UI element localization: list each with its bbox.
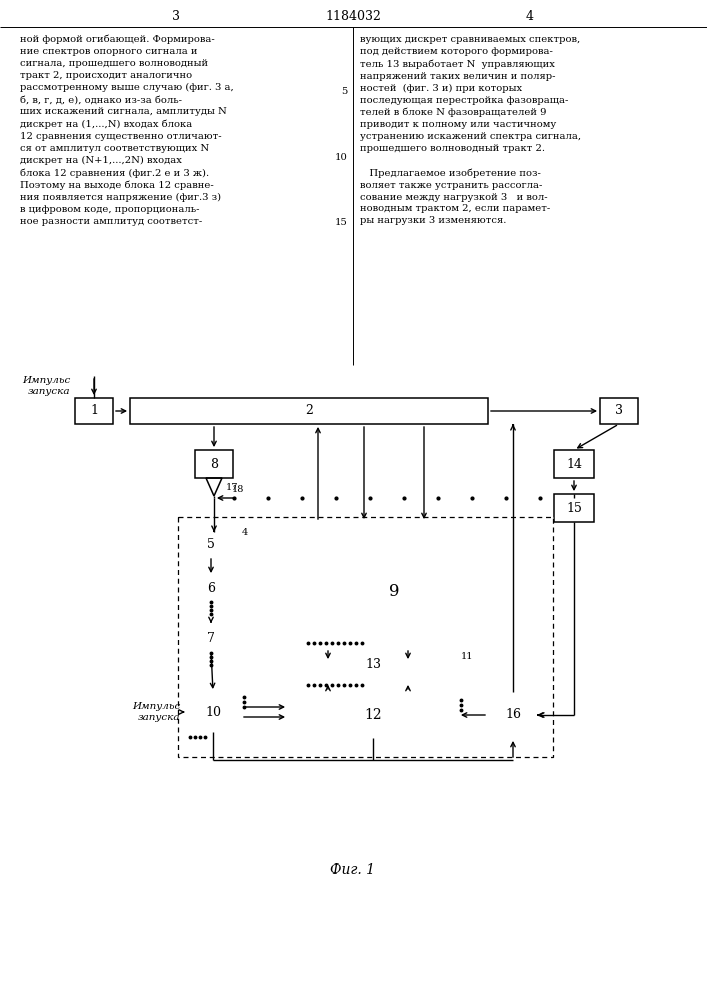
Bar	[195, 450, 233, 478]
Text: 4: 4	[526, 9, 534, 22]
Bar	[130, 398, 488, 424]
Text: 15: 15	[566, 502, 582, 514]
Bar	[554, 450, 594, 478]
Text: 3: 3	[172, 9, 180, 22]
Bar	[288, 692, 458, 738]
Text: 10: 10	[335, 153, 348, 162]
Bar	[554, 494, 594, 522]
Text: 7: 7	[207, 632, 215, 645]
Text: 1: 1	[90, 404, 98, 418]
Text: 5: 5	[207, 538, 215, 550]
Text: 8: 8	[210, 458, 218, 471]
Text: 3: 3	[615, 404, 623, 418]
Text: Импульс
запуска: Импульс запуска	[22, 376, 70, 396]
Text: ной формой огибающей. Формирова-
ние спектров опорного сигнала и
сигнала, прошед: ной формой огибающей. Формирова- ние спе…	[20, 35, 234, 226]
Text: 6: 6	[207, 582, 215, 594]
Bar	[185, 524, 240, 702]
Bar	[191, 626, 231, 650]
Bar	[185, 692, 241, 732]
Bar	[75, 398, 113, 424]
Text: 14: 14	[566, 458, 582, 471]
Text: 1184032: 1184032	[325, 9, 381, 22]
Text: вующих дискрет сравниваемых спектров,
под действием которого формирова-
тель 13 : вующих дискрет сравниваемых спектров, по…	[360, 35, 581, 225]
Text: 2: 2	[305, 404, 313, 418]
Bar	[191, 532, 231, 556]
Bar	[191, 576, 231, 600]
Text: 12: 12	[364, 708, 382, 722]
Text: 13: 13	[365, 658, 381, 672]
Bar	[488, 692, 538, 738]
Text: 11: 11	[461, 652, 474, 661]
Bar	[600, 398, 638, 424]
Text: 5: 5	[341, 87, 348, 96]
Text: 15: 15	[335, 218, 348, 227]
Bar	[178, 517, 553, 757]
Text: 10: 10	[205, 706, 221, 718]
Text: 4: 4	[242, 528, 248, 537]
Text: 9: 9	[389, 584, 399, 600]
Bar	[288, 648, 458, 682]
Text: 16: 16	[505, 708, 521, 722]
Text: 17: 17	[226, 483, 238, 491]
Text: 18: 18	[232, 486, 245, 494]
Bar	[288, 522, 500, 662]
Text: Фиг. 1: Фиг. 1	[330, 863, 375, 877]
Text: Импульс
запуска: Импульс запуска	[132, 702, 180, 722]
